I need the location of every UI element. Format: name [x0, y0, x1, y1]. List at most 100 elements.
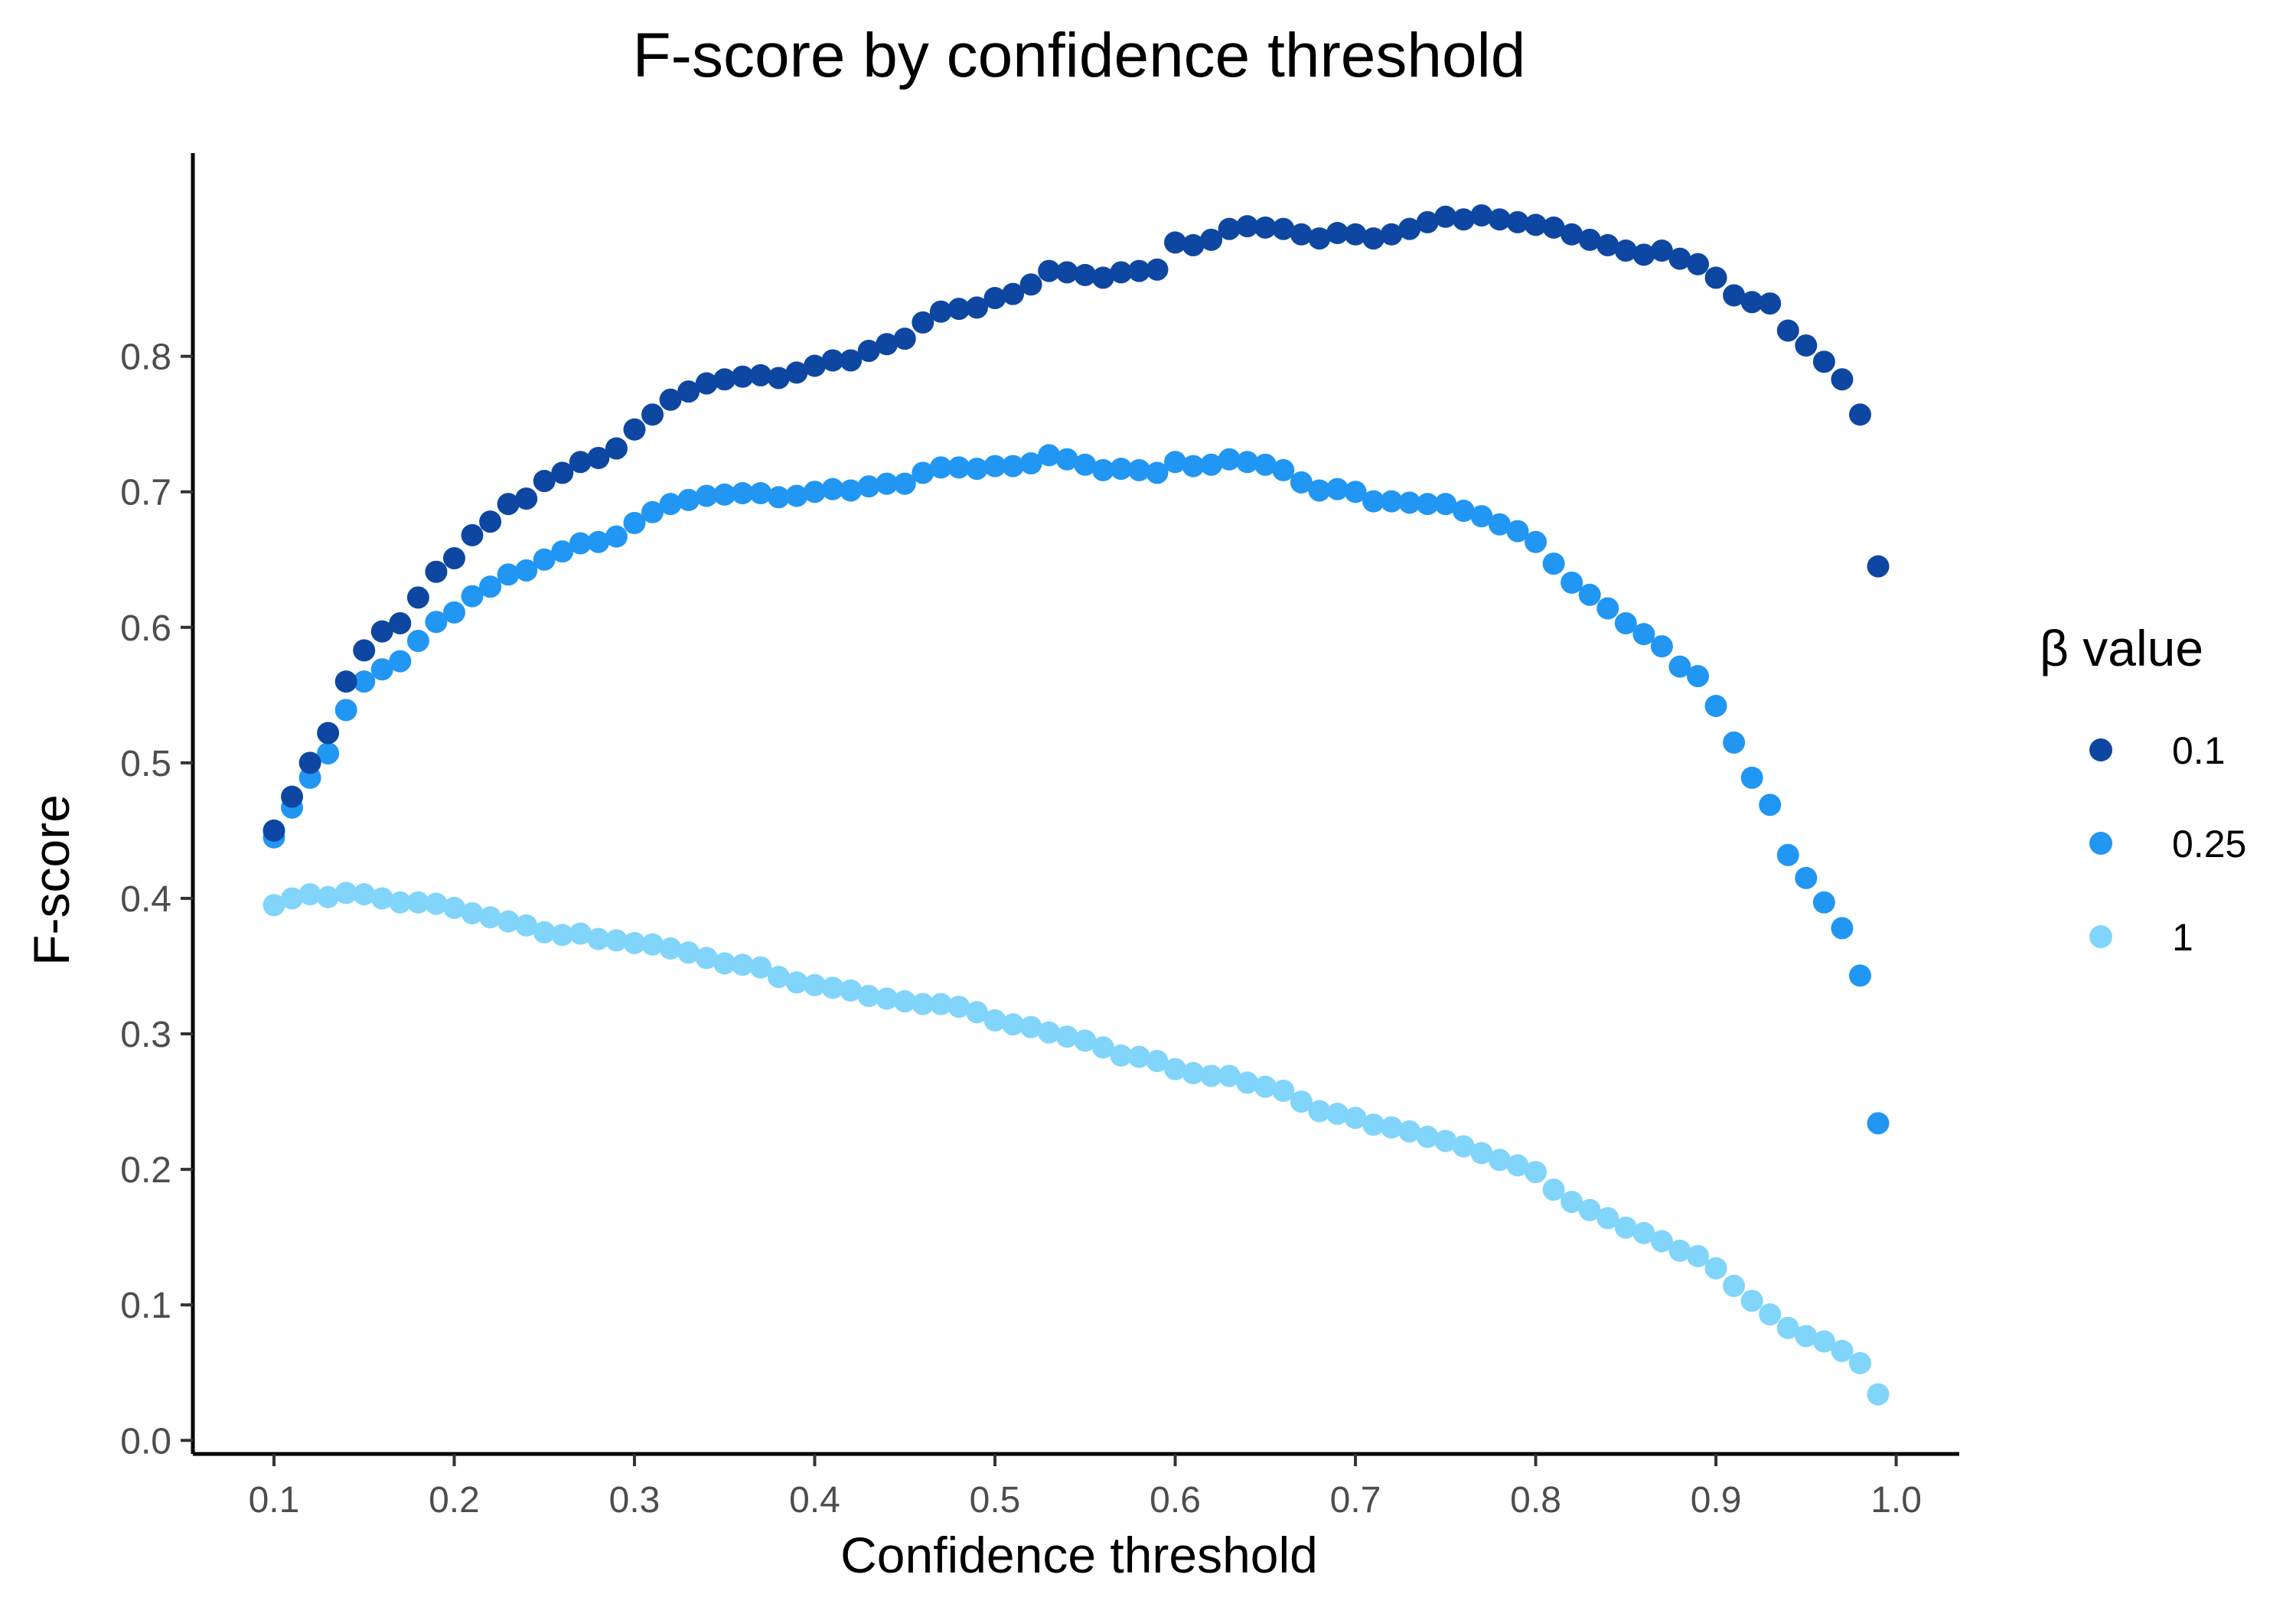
legend-label: 0.25 [2172, 823, 2246, 865]
data-point [551, 924, 574, 947]
data-point [1308, 479, 1331, 502]
y-tick-label: 0.6 [120, 608, 171, 649]
data-point [461, 523, 484, 546]
data-point [353, 639, 376, 662]
data-point [1488, 208, 1511, 231]
data-point [947, 456, 970, 479]
data-point [1596, 233, 1619, 256]
data-point [965, 296, 988, 319]
data-point [461, 585, 484, 608]
data-point [893, 328, 916, 350]
x-tick-label: 0.5 [970, 1480, 1021, 1521]
data-point [353, 670, 376, 693]
data-point [370, 658, 393, 681]
data-point [1759, 1303, 1782, 1326]
data-point [1308, 227, 1331, 250]
x-tick-label: 0.2 [429, 1480, 480, 1521]
data-point [821, 478, 844, 500]
data-point [1759, 292, 1782, 315]
data-point [1254, 1075, 1277, 1098]
data-point [659, 937, 682, 960]
data-point [1470, 204, 1493, 227]
data-point [1614, 1216, 1637, 1239]
data-point [605, 437, 628, 460]
data-point [1723, 1274, 1746, 1297]
y-tick-label: 0.7 [120, 473, 171, 513]
data-point [1740, 766, 1763, 789]
data-point [1146, 258, 1169, 281]
data-point [1362, 490, 1385, 513]
data-point [1236, 451, 1259, 474]
data-point [1091, 458, 1114, 481]
data-point [1578, 228, 1601, 251]
y-tick-label: 0.2 [120, 1150, 171, 1191]
x-tick-label: 0.7 [1330, 1480, 1381, 1521]
x-tick-label: 0.3 [609, 1480, 660, 1521]
data-point [1776, 843, 1799, 866]
data-point [1831, 917, 1854, 940]
data-point [425, 611, 448, 634]
data-point [587, 927, 610, 950]
data-point [1525, 530, 1548, 553]
data-point [1398, 1120, 1421, 1143]
data-point [659, 493, 682, 516]
data-point [1290, 1090, 1313, 1113]
data-point [947, 298, 970, 321]
series-0-1 [263, 204, 1890, 842]
data-point [804, 973, 827, 996]
data-point [876, 472, 899, 495]
data-point [497, 563, 520, 586]
data-point [695, 372, 718, 395]
data-point [1002, 455, 1025, 478]
data-point [461, 901, 484, 924]
data-point [804, 481, 827, 504]
data-point [749, 481, 772, 504]
data-point [1525, 1161, 1548, 1184]
data-point [1127, 1045, 1150, 1068]
data-point [1668, 1239, 1691, 1262]
data-point [1380, 490, 1403, 513]
data-point [929, 993, 952, 1015]
data-point [1687, 665, 1710, 688]
data-point [425, 892, 448, 915]
data-point [515, 914, 538, 937]
x-tick-label: 0.1 [249, 1480, 300, 1521]
data-point [1687, 1244, 1710, 1267]
data-point [876, 987, 899, 1010]
data-point [912, 461, 934, 484]
data-point [1055, 448, 1078, 471]
y-tick-label: 0.0 [120, 1421, 171, 1462]
data-point [1182, 233, 1205, 256]
legend-key-0-25 [2089, 832, 2112, 855]
data-point [1398, 217, 1421, 240]
data-point [1002, 1013, 1025, 1036]
data-point [1596, 597, 1619, 620]
data-point [1326, 1103, 1349, 1126]
data-point [1723, 731, 1746, 754]
data-point [533, 548, 556, 571]
data-point [1776, 319, 1799, 342]
data-point [479, 906, 502, 929]
data-point [1812, 1330, 1835, 1353]
data-point [767, 367, 790, 390]
data-point [1542, 553, 1565, 575]
data-point [1362, 227, 1385, 250]
x-tick-label: 0.6 [1150, 1480, 1201, 1521]
x-tick-label: 0.8 [1510, 1480, 1561, 1521]
data-point [749, 363, 772, 386]
data-point [497, 493, 520, 516]
data-point [1182, 455, 1205, 478]
data-point [1723, 284, 1746, 307]
data-point [1704, 266, 1727, 289]
data-point [1578, 583, 1601, 606]
data-point [1398, 491, 1421, 514]
data-point [1019, 452, 1042, 475]
data-point [840, 349, 863, 372]
data-point [1525, 214, 1548, 236]
data-point [1506, 1154, 1529, 1177]
data-point [1200, 1064, 1223, 1087]
x-tick-label: 0.4 [789, 1480, 840, 1521]
data-point [1254, 216, 1277, 239]
data-point [1254, 453, 1277, 476]
data-point [1561, 1191, 1583, 1214]
